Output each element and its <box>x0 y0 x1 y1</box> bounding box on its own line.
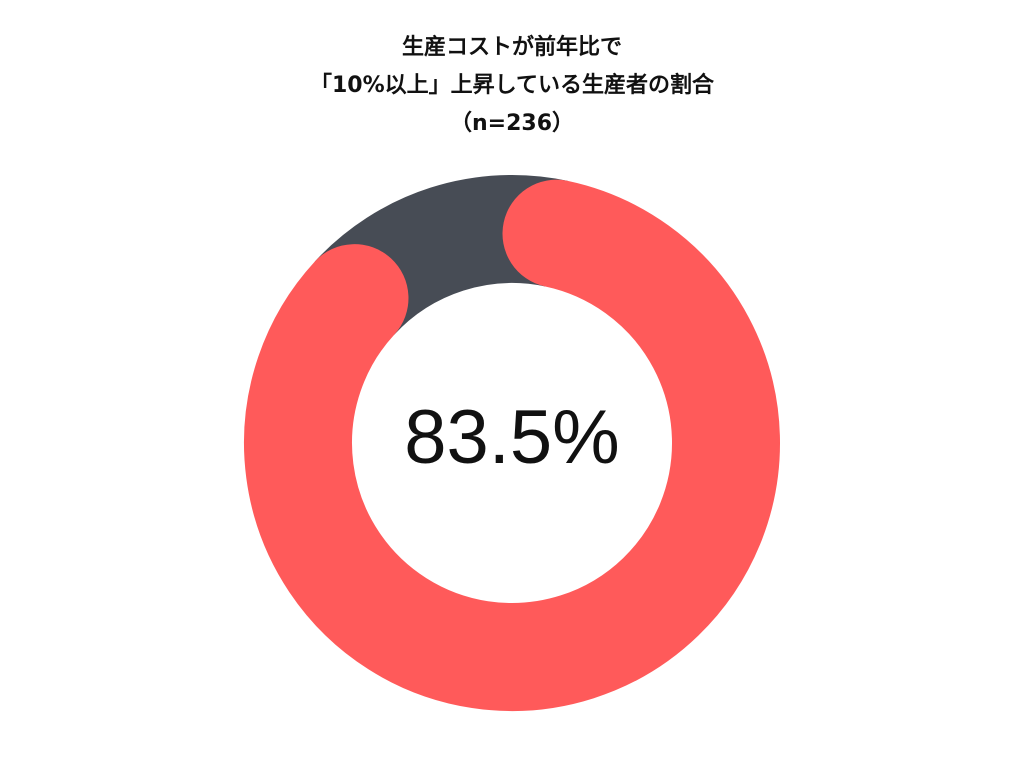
donut <box>244 175 780 711</box>
chart-subtitle: （n=236） <box>450 111 574 136</box>
chart-title: 「10%以上」上昇している生産者の割合 <box>310 72 715 98</box>
center-label: 83.5% <box>404 395 620 480</box>
chart-title: 生産コストが前年比で <box>402 34 622 60</box>
donut-segment <box>244 179 780 711</box>
